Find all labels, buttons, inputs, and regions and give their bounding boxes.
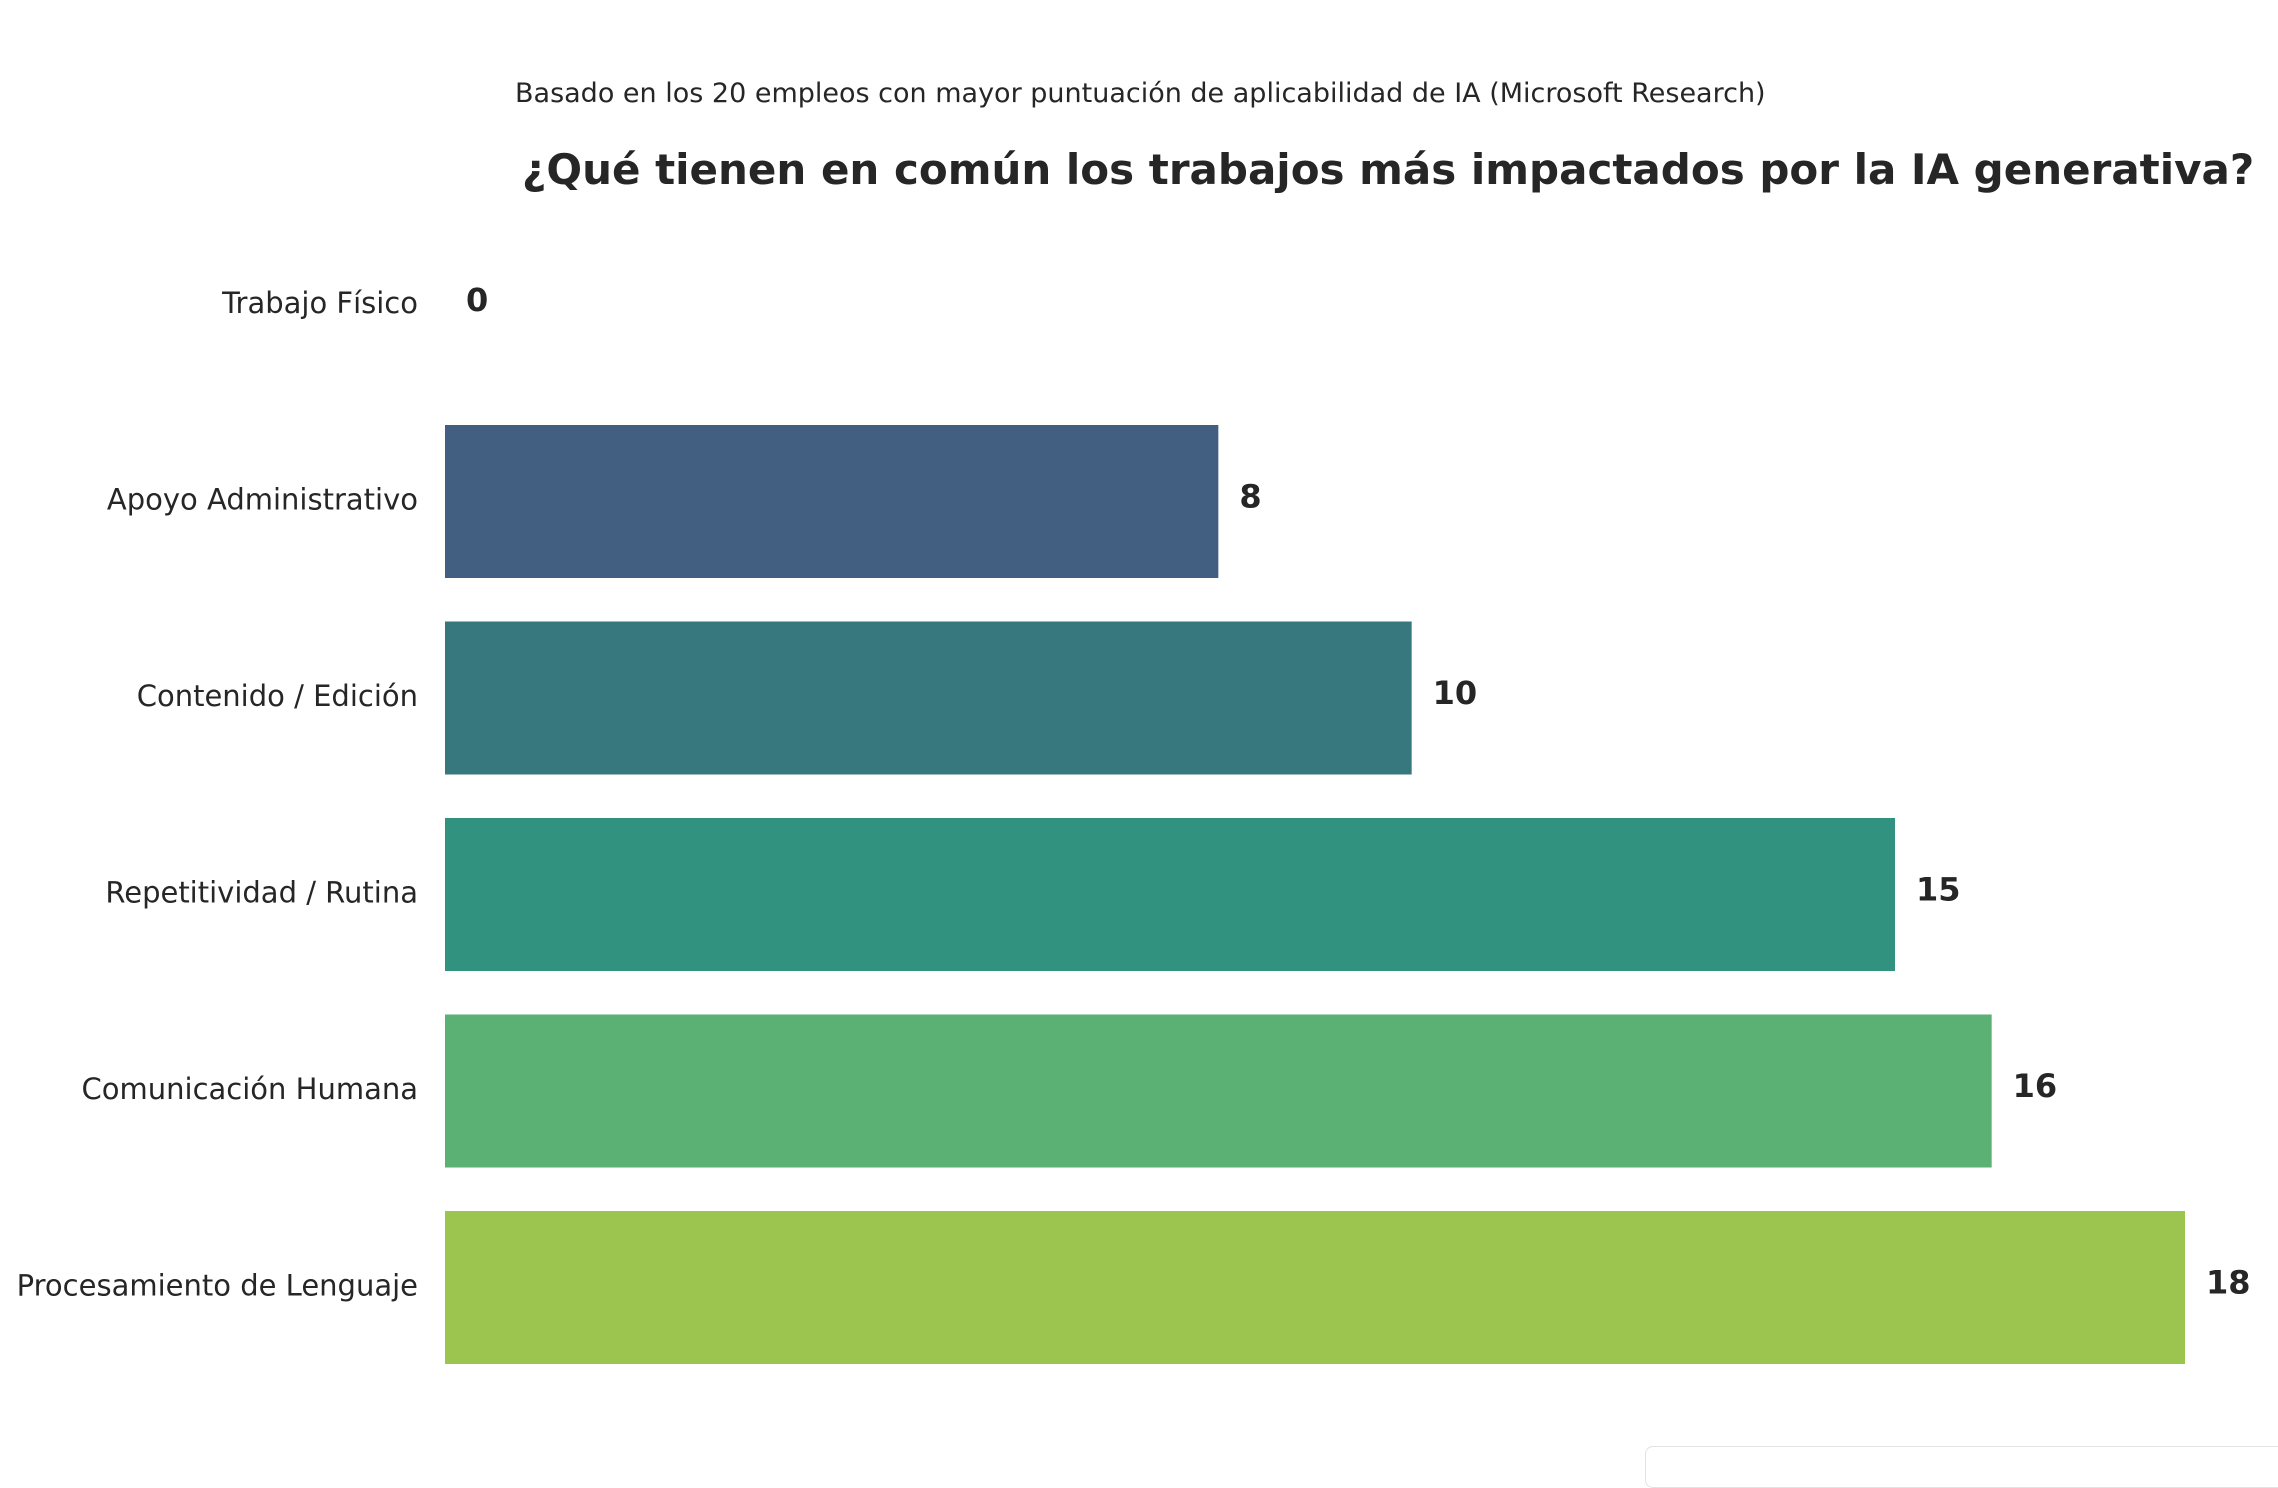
bar (445, 1211, 2185, 1364)
chart-title: ¿Qué tienen en común los trabajos más im… (522, 145, 2255, 194)
value-label: 10 (1433, 674, 1478, 712)
bar-group: Repetitividad / Rutina 15 (105, 818, 1961, 971)
bar-group: Procesamiento de Lenguaje 18 (17, 1211, 2251, 1364)
bar-group: Trabajo Físico 0 (221, 281, 488, 320)
bar-group: Comunicación Humana 16 (82, 1014, 2058, 1168)
bar-group: Contenido / Edición 10 (137, 621, 1478, 775)
value-label: 18 (2206, 1264, 2251, 1302)
category-label: Contenido / Edición (137, 679, 418, 713)
category-label: Apoyo Administrativo (107, 483, 418, 517)
bar (445, 621, 1412, 775)
value-label: 15 (1916, 871, 1961, 909)
bar (445, 425, 1219, 578)
category-label: Repetitividad / Rutina (105, 876, 418, 910)
category-label: Comunicación Humana (82, 1072, 418, 1106)
value-label: 16 (2013, 1067, 2058, 1105)
bar-group: Apoyo Administrativo 8 (107, 425, 1262, 578)
footnote-box (1645, 1446, 2278, 1488)
value-label: 0 (466, 281, 488, 319)
value-label: 8 (1239, 478, 1261, 516)
category-label: Procesamiento de Lenguaje (17, 1269, 418, 1303)
bar (445, 818, 1895, 971)
bar (445, 1014, 1992, 1168)
chart-subtitle: Basado en los 20 empleos con mayor puntu… (515, 78, 1766, 109)
category-label: Trabajo Físico (221, 286, 418, 320)
